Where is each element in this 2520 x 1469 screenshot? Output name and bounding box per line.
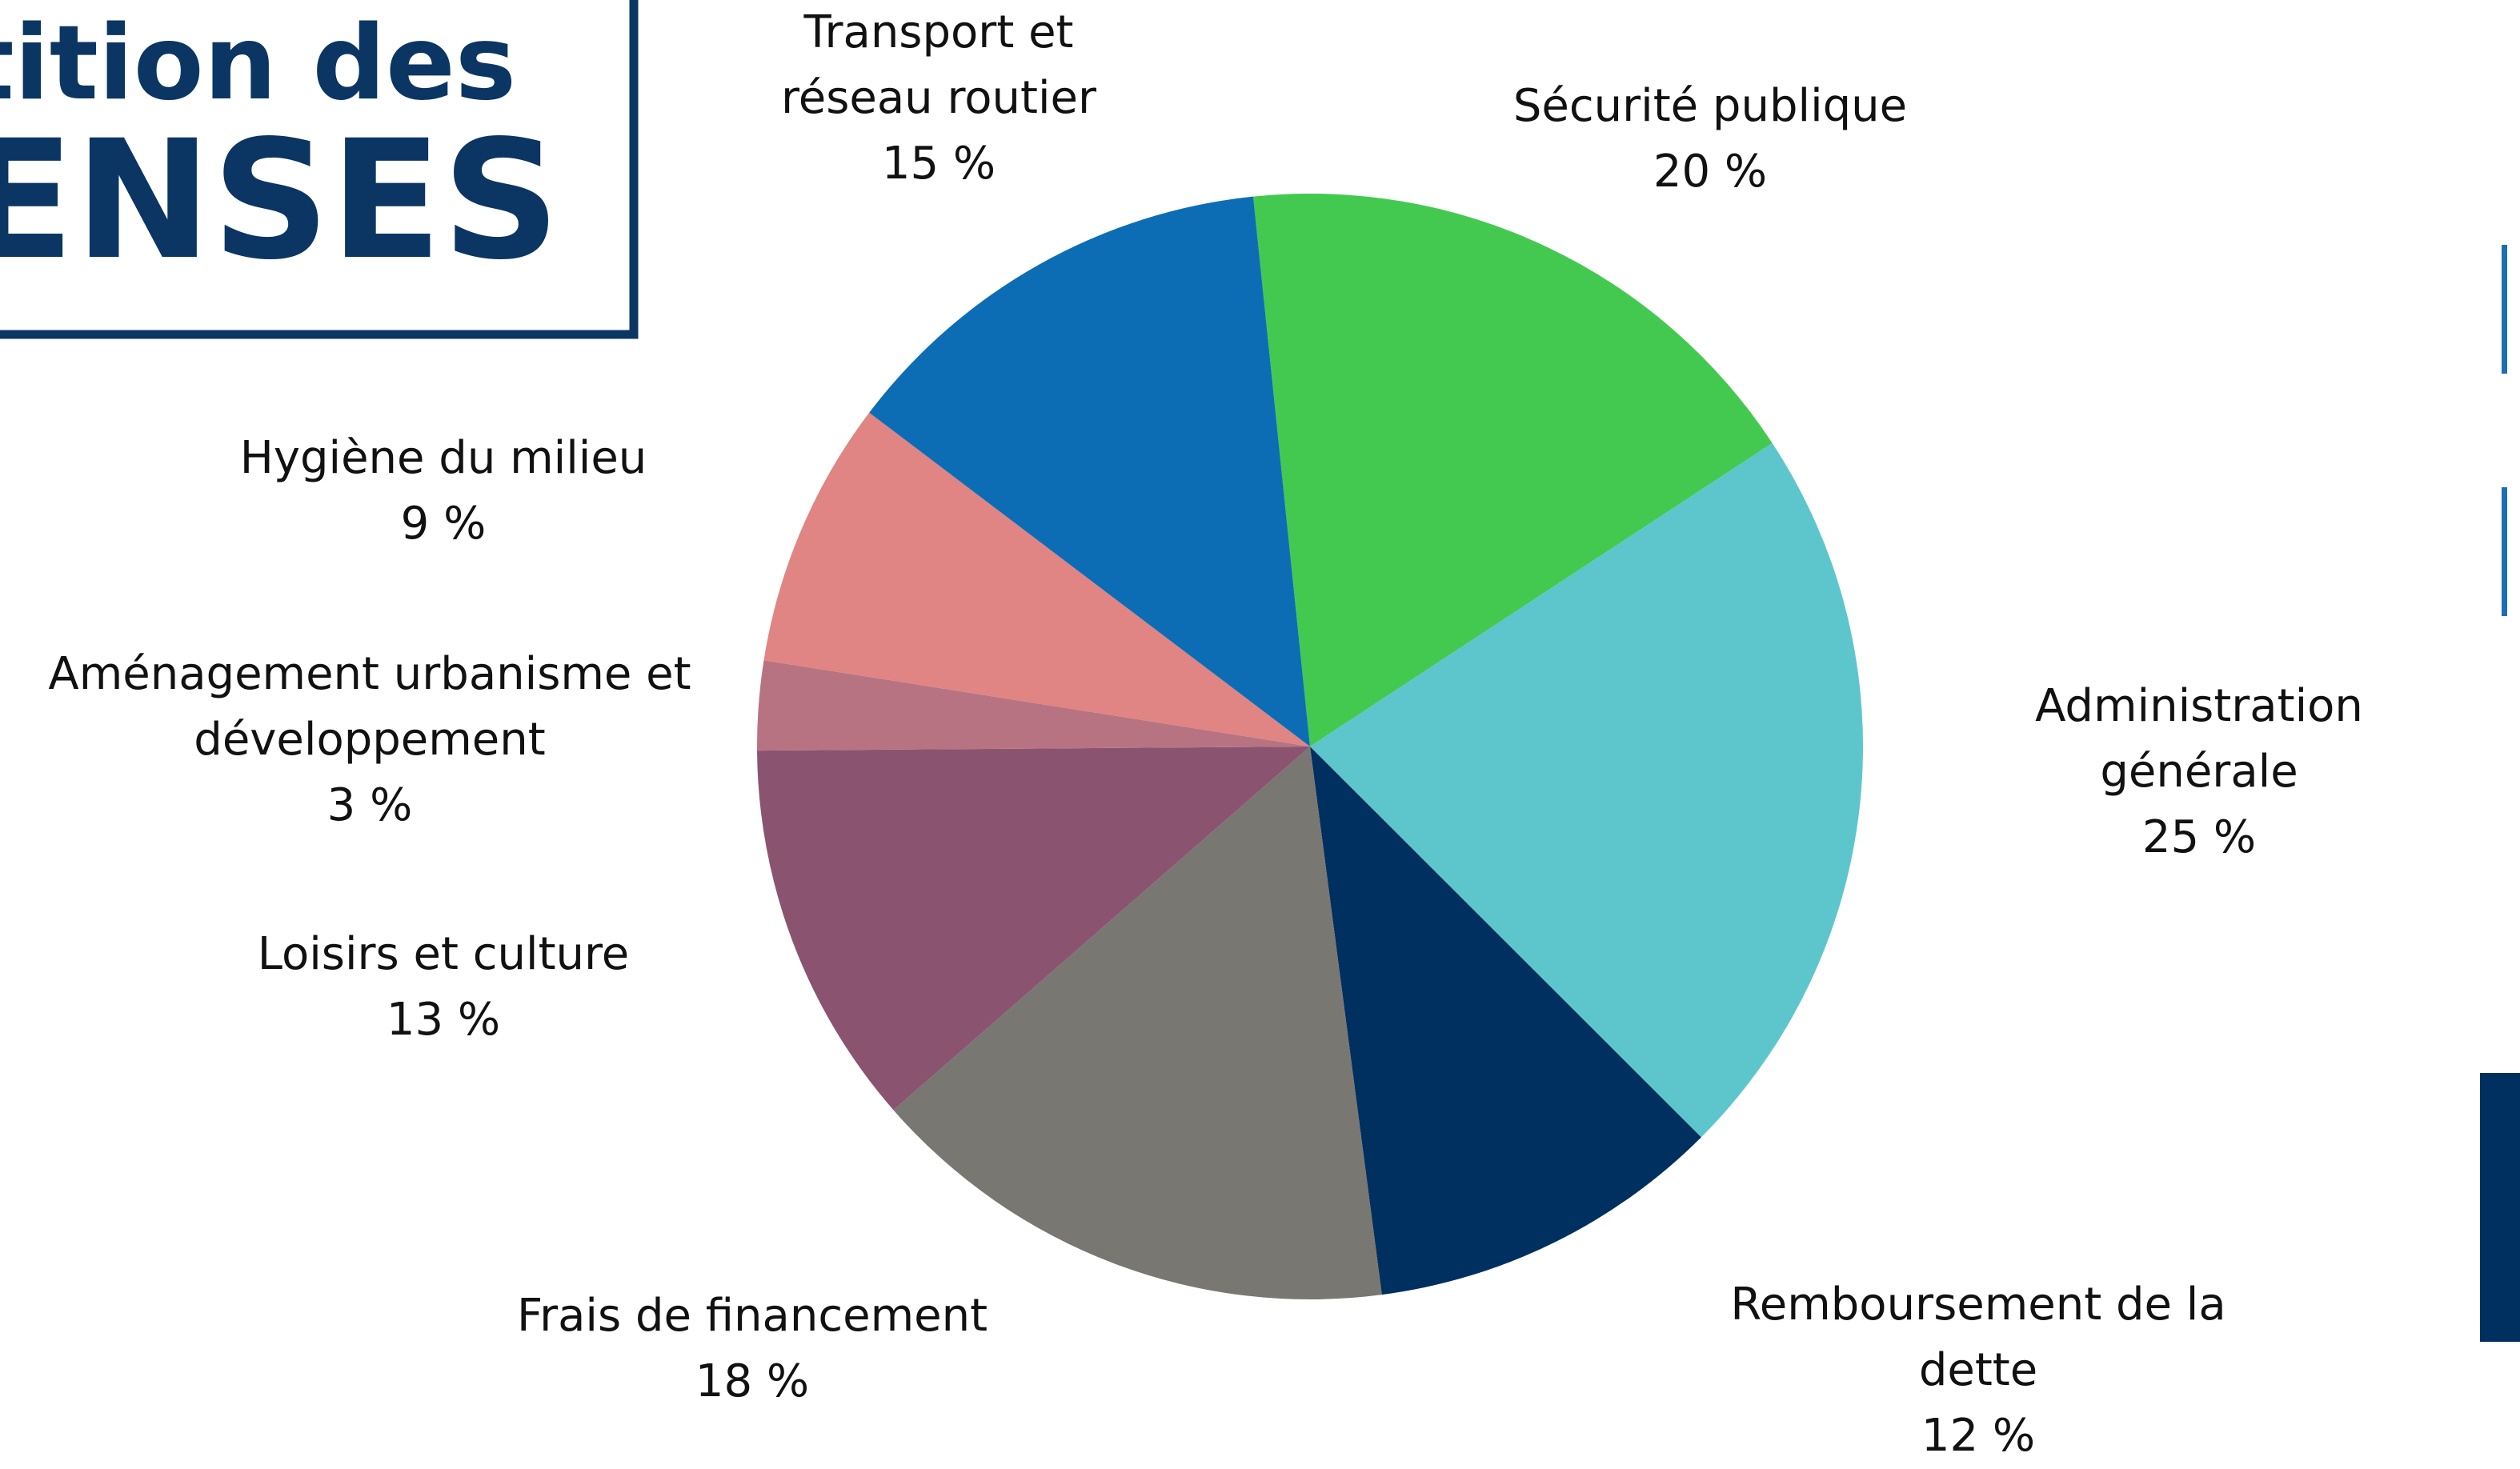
value-label: 9 % xyxy=(400,498,487,550)
category-label: Sécurité publique xyxy=(1512,80,1908,132)
slice-label: Remboursement de la dette 12 % xyxy=(1708,1272,2250,1469)
decoration xyxy=(2502,487,2507,616)
category-label: Aménagement urbanisme et développement xyxy=(48,648,691,766)
chart-subtitle: PENSES xyxy=(0,106,560,296)
chart-title: artition des xyxy=(0,4,516,123)
pie-slice xyxy=(1310,747,1701,1295)
pie-slice xyxy=(1252,194,1773,747)
slice-label: Sécurité publique 20 % xyxy=(1513,74,1907,205)
value-label: 13 % xyxy=(386,994,501,1046)
pie-slice xyxy=(869,196,1310,747)
decoration xyxy=(2502,245,2507,374)
slice-label: Transport et réseau routier 15 % xyxy=(781,0,1096,197)
category-label: Transport et réseau routier xyxy=(780,6,1097,124)
pie-slice xyxy=(757,660,1310,751)
slice-label: Frais de financement 18 % xyxy=(517,1283,988,1415)
pie-slice xyxy=(757,747,1310,1111)
slice-label: Aménagement urbanisme et développement 3 … xyxy=(48,642,691,839)
category-label: Frais de financement xyxy=(516,1290,988,1342)
pie-slice xyxy=(893,747,1382,1299)
value-label: 20 % xyxy=(1653,146,1768,198)
value-label: 15 % xyxy=(881,138,996,190)
title-box xyxy=(0,0,639,339)
category-label: Loisirs et culture xyxy=(257,928,630,980)
pie-slice xyxy=(1310,442,1863,1138)
value-label: 18 % xyxy=(695,1355,810,1407)
decoration xyxy=(2480,1073,2520,1342)
value-label: 12 % xyxy=(1921,1410,2036,1462)
slice-label: Hygiène du milieu 9 % xyxy=(240,426,647,557)
chart: artition des PENSES xyxy=(0,0,2520,1342)
value-label: 25 % xyxy=(2141,811,2257,863)
category-label: Hygiène du milieu xyxy=(239,432,647,484)
slice-label: Loisirs et culture 13 % xyxy=(258,922,630,1053)
pie-slice xyxy=(763,412,1310,747)
slice-label: Administration générale 25 % xyxy=(2035,674,2363,871)
category-label: Administration générale xyxy=(2035,680,2363,798)
value-label: 3 % xyxy=(327,779,413,831)
category-label: Remboursement de la dette xyxy=(1730,1279,2226,1396)
